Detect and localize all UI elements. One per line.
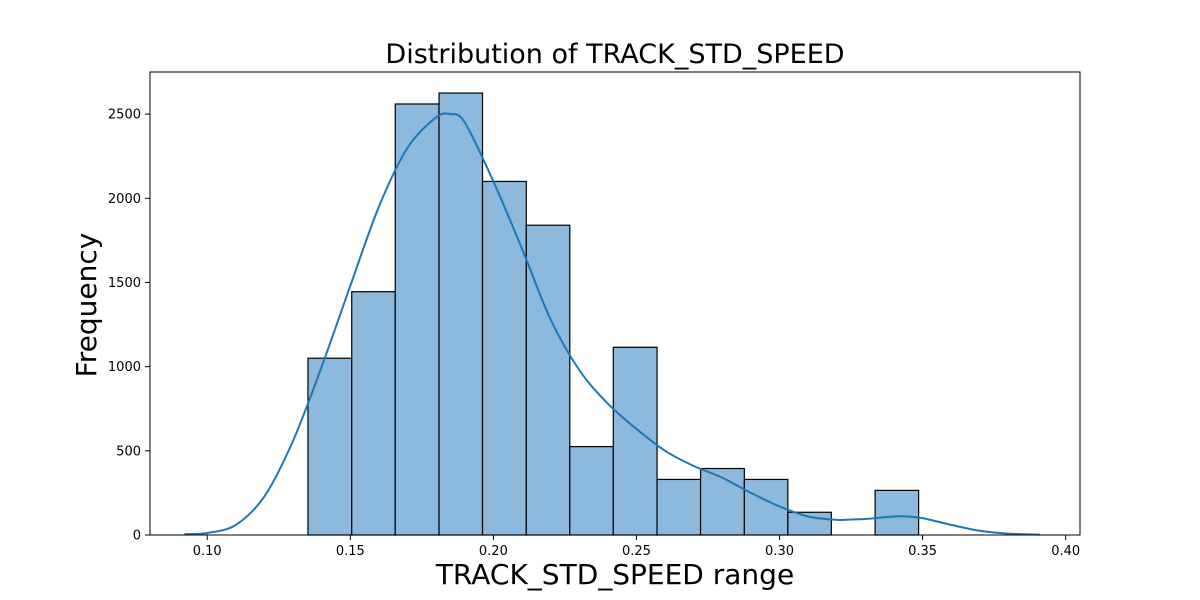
y-tick-label: 2000 (108, 192, 141, 207)
y-axis-label: Frequency (70, 233, 103, 378)
y-tick-label: 1500 (108, 276, 141, 291)
histogram-bar (569, 446, 614, 536)
kde-curve (184, 112, 1040, 536)
y-tick-label: 500 (116, 444, 141, 459)
bars-group (307, 92, 920, 536)
y-tick-label: 2500 (108, 108, 141, 123)
x-tick-label: 0.35 (908, 544, 937, 559)
x-axis-label: TRACK_STD_SPEED range (435, 558, 794, 591)
histogram-bar (481, 180, 527, 536)
y-tick-label: 0 (133, 529, 141, 544)
x-tick-label: 0.30 (765, 544, 794, 559)
histogram-bar (787, 511, 832, 536)
x-tick-label: 0.20 (479, 544, 508, 559)
histogram-bar (525, 224, 571, 536)
x-axis: 0.10 0.15 0.20 0.25 0.30 0.35 0.40 (193, 535, 1080, 559)
histogram-bar (874, 489, 920, 536)
histogram-bar (438, 92, 484, 536)
x-tick-label: 0.15 (336, 544, 365, 559)
histogram-bar (307, 357, 353, 536)
histogram-bar (656, 478, 702, 536)
histogram-bar (394, 103, 440, 536)
chart-title: Distribution of TRACK_STD_SPEED (385, 39, 844, 70)
x-tick-label: 0.10 (193, 544, 222, 559)
y-axis: 0 500 1000 1500 2000 2500 (108, 108, 150, 544)
y-tick-label: 1000 (108, 360, 141, 375)
x-tick-label: 0.40 (1051, 544, 1080, 559)
histogram-bar (612, 346, 658, 536)
x-tick-label: 0.25 (622, 544, 651, 559)
plot-frame (149, 71, 1081, 536)
histogram-bar (351, 291, 396, 536)
